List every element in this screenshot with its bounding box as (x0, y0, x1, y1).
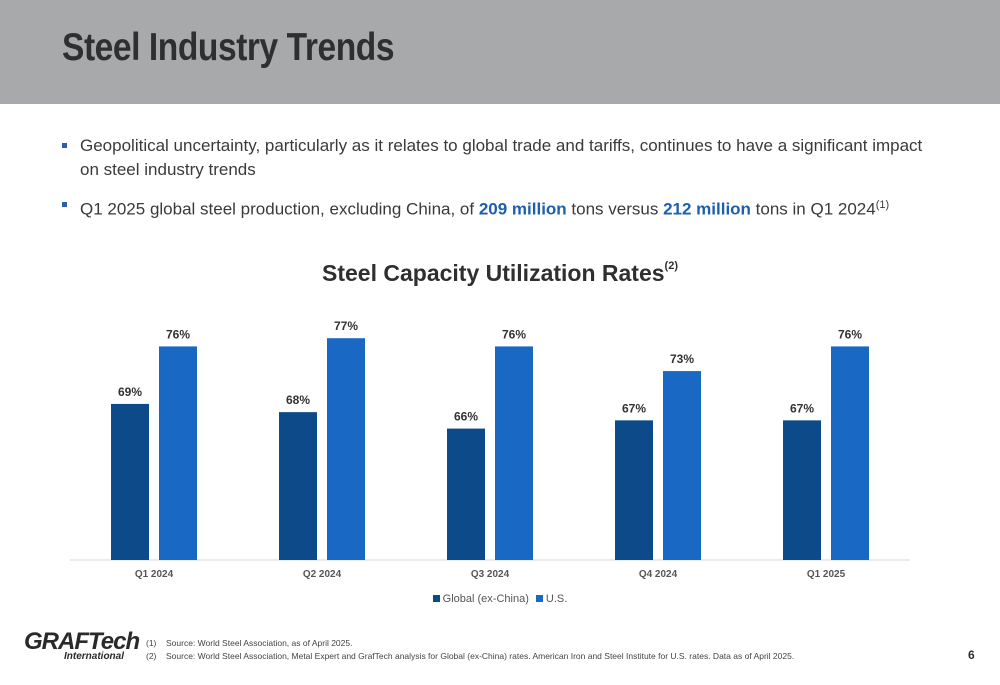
highlight-2025-production: 209 million (478, 199, 567, 219)
logo-sub-text: International (64, 651, 125, 662)
bar-us-1 (327, 338, 365, 560)
bullet-item: Q1 2025 global steel production, excludi… (62, 193, 942, 222)
chart-title-text: Steel Capacity Utilization Rates (322, 260, 665, 286)
bar-us-3 (663, 371, 701, 560)
data-label-us-4: 76% (838, 327, 862, 341)
bar-us-4 (831, 346, 869, 560)
category-label-4: Q1 2025 (807, 569, 846, 580)
footnote-text: Source: World Steel Association, as of A… (166, 638, 353, 648)
header-band (0, 0, 1000, 104)
category-label-0: Q1 2024 (135, 569, 174, 580)
page-number: 6 (968, 648, 975, 662)
bullet-text-post: tons in Q1 2024 (750, 199, 876, 219)
footnote-text: Source: World Steel Association, Metal E… (166, 651, 795, 661)
data-label-us-0: 76% (166, 327, 190, 341)
bullet-marker (62, 202, 67, 207)
bar-global-0 (111, 403, 149, 560)
data-label-global-0: 69% (118, 385, 142, 399)
logo-main-text: GRAFTech (24, 628, 140, 655)
data-label-global-3: 67% (622, 401, 646, 415)
data-label-global-4: 67% (790, 401, 814, 415)
legend-item-global: Global (ex-China) (432, 593, 529, 605)
category-label-2: Q3 2024 (471, 569, 510, 580)
chart-title: Steel Capacity Utilization Rates(2) (0, 260, 1000, 287)
highlight-2024-production: 212 million (663, 199, 751, 219)
bullet-text: Geopolitical uncertainty, particularly a… (80, 136, 923, 179)
legend-swatch-global (432, 595, 440, 602)
category-label-1: Q2 2024 (303, 569, 342, 580)
footnote-number: (2) (146, 651, 157, 661)
bullet-marker (62, 143, 67, 148)
bar-us-0 (159, 346, 197, 560)
legend-label-us: U.S. (545, 593, 568, 605)
footnote-number: (1) (146, 638, 157, 648)
bullet-list: Geopolitical uncertainty, particularly a… (62, 134, 942, 233)
bar-global-4 (783, 420, 821, 560)
chart-legend: Global (ex-China) U.S. (0, 593, 1000, 605)
data-label-us-1: 77% (334, 319, 358, 333)
legend-swatch-us (535, 595, 543, 602)
bar-global-2 (447, 428, 485, 560)
graftech-logo: GRAFTech International (24, 628, 140, 664)
page-title: Steel Industry Trends (62, 26, 395, 69)
footnotes: (1) Source: World Steel Association, as o… (146, 637, 794, 663)
data-label-global-1: 68% (286, 393, 310, 407)
data-label-us-3: 73% (670, 352, 694, 366)
footnote-ref-1: (1) (875, 199, 890, 211)
footnote-ref-2: (2) (664, 260, 678, 272)
data-label-global-2: 66% (454, 410, 478, 424)
data-label-us-2: 76% (502, 327, 526, 341)
category-label-3: Q4 2024 (639, 569, 678, 580)
bar-chart: 69% 76% Q1 2024 68% 77% Q2 2024 66% 76% Q3 2024 6… (70, 319, 910, 580)
bar-us-2 (495, 346, 533, 560)
bullet-text-pre: Q1 2025 global steel production, excludi… (80, 199, 479, 219)
bullet-item: Geopolitical uncertainty, particularly a… (62, 134, 942, 182)
bar-global-1 (279, 412, 317, 560)
legend-label-global: Global (ex-China) (442, 593, 529, 605)
bullet-text-mid: tons versus (566, 199, 664, 219)
footnote-1: (1) Source: World Steel Association, as o… (146, 637, 794, 650)
legend-item-us: U.S. (535, 593, 568, 605)
footnote-2: (2) Source: World Steel Association, Meta… (146, 650, 794, 663)
bar-global-3 (615, 420, 653, 560)
